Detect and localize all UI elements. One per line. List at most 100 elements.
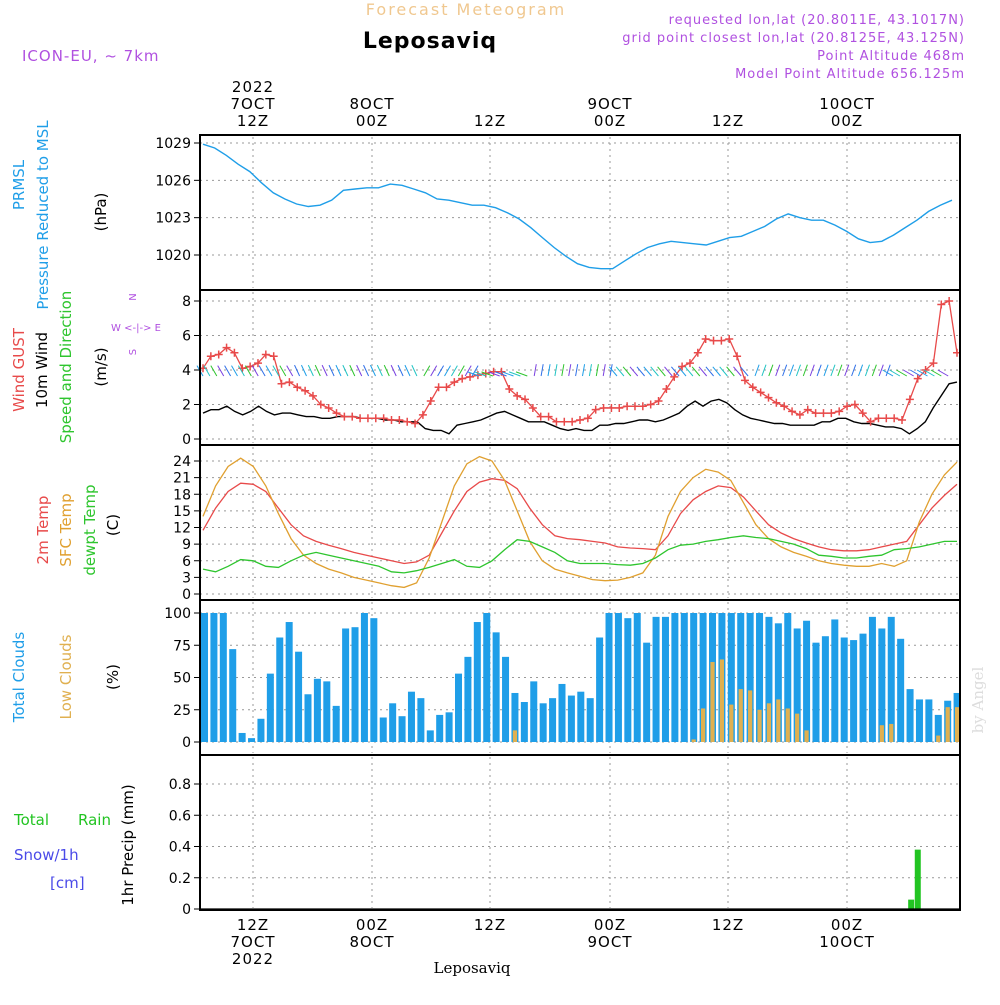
low-cloud-bar [729, 704, 734, 742]
total-cloud-bar [407, 691, 415, 742]
y-tick-label: 0 [182, 902, 191, 918]
gust-marker [356, 414, 365, 423]
y-tick-label: 0.2 [169, 871, 191, 887]
gust-marker [898, 416, 907, 425]
gust-marker [772, 398, 781, 407]
wind-direction-arrow [467, 371, 480, 377]
total-cloud-bar [821, 636, 829, 742]
wind-direction-arrow [795, 364, 801, 377]
wind-direction-arrow [430, 365, 438, 377]
total-cloud-bar [652, 616, 660, 742]
total-cloud-bar [520, 702, 528, 742]
top-axis-label: 12Z [474, 112, 506, 130]
wind-direction-arrow [314, 364, 321, 377]
total-cloud-bar [774, 623, 782, 742]
y-tick-label: 24 [173, 454, 191, 470]
panel-label: Pressure Reduced to MSL [34, 120, 52, 310]
low-cloud-bar [776, 699, 781, 742]
wind-direction-arrow [588, 364, 592, 377]
y-tick-label: 0 [182, 735, 191, 751]
title: Forecast Meteogram [366, 0, 566, 19]
bottom-axis-label: 12Z [237, 916, 269, 934]
gust-marker [788, 407, 797, 416]
gust-marker [670, 372, 679, 381]
gust-marker [426, 397, 435, 406]
gust-marker [630, 402, 639, 411]
gust-marker [536, 412, 545, 421]
wind-direction-arrow [677, 366, 687, 377]
info-line-1: requested lon,lat (20.8011E, 43.1017N) [669, 13, 965, 28]
total-cloud-bar [417, 698, 425, 742]
gust-marker [568, 417, 577, 426]
wind-direction-arrow [871, 364, 877, 377]
gust-marker [827, 409, 836, 418]
wind-direction-arrow [768, 364, 774, 377]
gust-marker [269, 352, 278, 361]
gust-marker [544, 412, 553, 421]
total-cloud-bar [605, 613, 613, 742]
total-cloud-bar [643, 642, 651, 742]
y-tick-label: 18 [173, 487, 191, 503]
gust-marker [858, 409, 867, 418]
wind-direction-arrow [830, 364, 836, 377]
gust-marker [740, 376, 749, 385]
wind-direction-arrow [294, 364, 301, 377]
panel-label: (C) [104, 514, 122, 536]
panel-frame [199, 134, 961, 291]
gust-marker [521, 395, 530, 404]
wind-direction-arrow [279, 365, 287, 377]
wind-direction-arrow [488, 371, 500, 377]
y-tick-label: 100 [164, 606, 191, 622]
total-cloud-bar [661, 616, 669, 742]
total-cloud-bar [304, 694, 312, 742]
gust-marker [835, 407, 844, 416]
panels: 1020 1023 1026 1029 PRMSL Pressure Reduced to… [10, 120, 961, 918]
bottom-axis-label: 10OCT [819, 933, 875, 951]
pressure-line [202, 143, 953, 270]
gust-marker [756, 388, 765, 397]
wind-direction-arrow [923, 369, 935, 377]
y-tick-label: 0.4 [169, 840, 191, 856]
y-tick-label: 9 [182, 537, 191, 553]
total-cloud-bar [445, 712, 453, 742]
wind-direction-arrow [823, 364, 829, 377]
low-cloud-bar [804, 730, 809, 742]
low-cloud-bar [785, 708, 790, 742]
total-cloud-bar [210, 613, 218, 742]
low-cloud-bar [889, 723, 894, 742]
total-cloud-bar [323, 681, 331, 742]
y-tick-label: 0.6 [169, 808, 191, 824]
precip-panel: 0 0.2 0.4 0.6 0.8 Total Rain Snow/1h [cm] 1hr Pre… [13, 754, 961, 918]
wind-direction-arrow [754, 364, 760, 377]
total-cloud-bar [699, 613, 707, 742]
wind-direction-arrow [411, 364, 418, 377]
total-cloud-bar [859, 633, 867, 742]
wind-direction-arrow [342, 364, 349, 377]
y-tick-label: 1026 [155, 173, 191, 189]
gust-marker [819, 409, 828, 418]
total-cloud-bar [690, 613, 698, 742]
footer-location: Leposaviq [434, 959, 511, 977]
wind-direction-arrow [464, 365, 472, 377]
total-cloud-bar [915, 699, 923, 742]
total-cloud-bar [756, 613, 764, 742]
total-cloud-bar [624, 618, 632, 742]
model-label: ICON-EU, ~ 7km [22, 47, 160, 65]
gust-marker [662, 384, 671, 393]
wind-direction-arrow [629, 366, 639, 377]
wind-direction-arrow [390, 364, 397, 377]
gust-marker [348, 412, 357, 421]
gust-marker [308, 391, 317, 400]
wind-direction-arrow [444, 365, 451, 377]
gust-marker [811, 409, 820, 418]
wind-direction-arrow [650, 366, 659, 377]
low-cloud-bar [954, 707, 960, 742]
total-cloud-bar [840, 637, 848, 742]
wind-direction-arrow [404, 364, 411, 377]
panel-label: Total Clouds [10, 632, 28, 724]
wind-direction-arrow [733, 366, 742, 377]
wind-direction-arrow [349, 364, 356, 377]
gust-marker [277, 379, 286, 388]
top-axis-label: 00Z [594, 112, 626, 130]
wind-direction-arrow [657, 366, 666, 377]
